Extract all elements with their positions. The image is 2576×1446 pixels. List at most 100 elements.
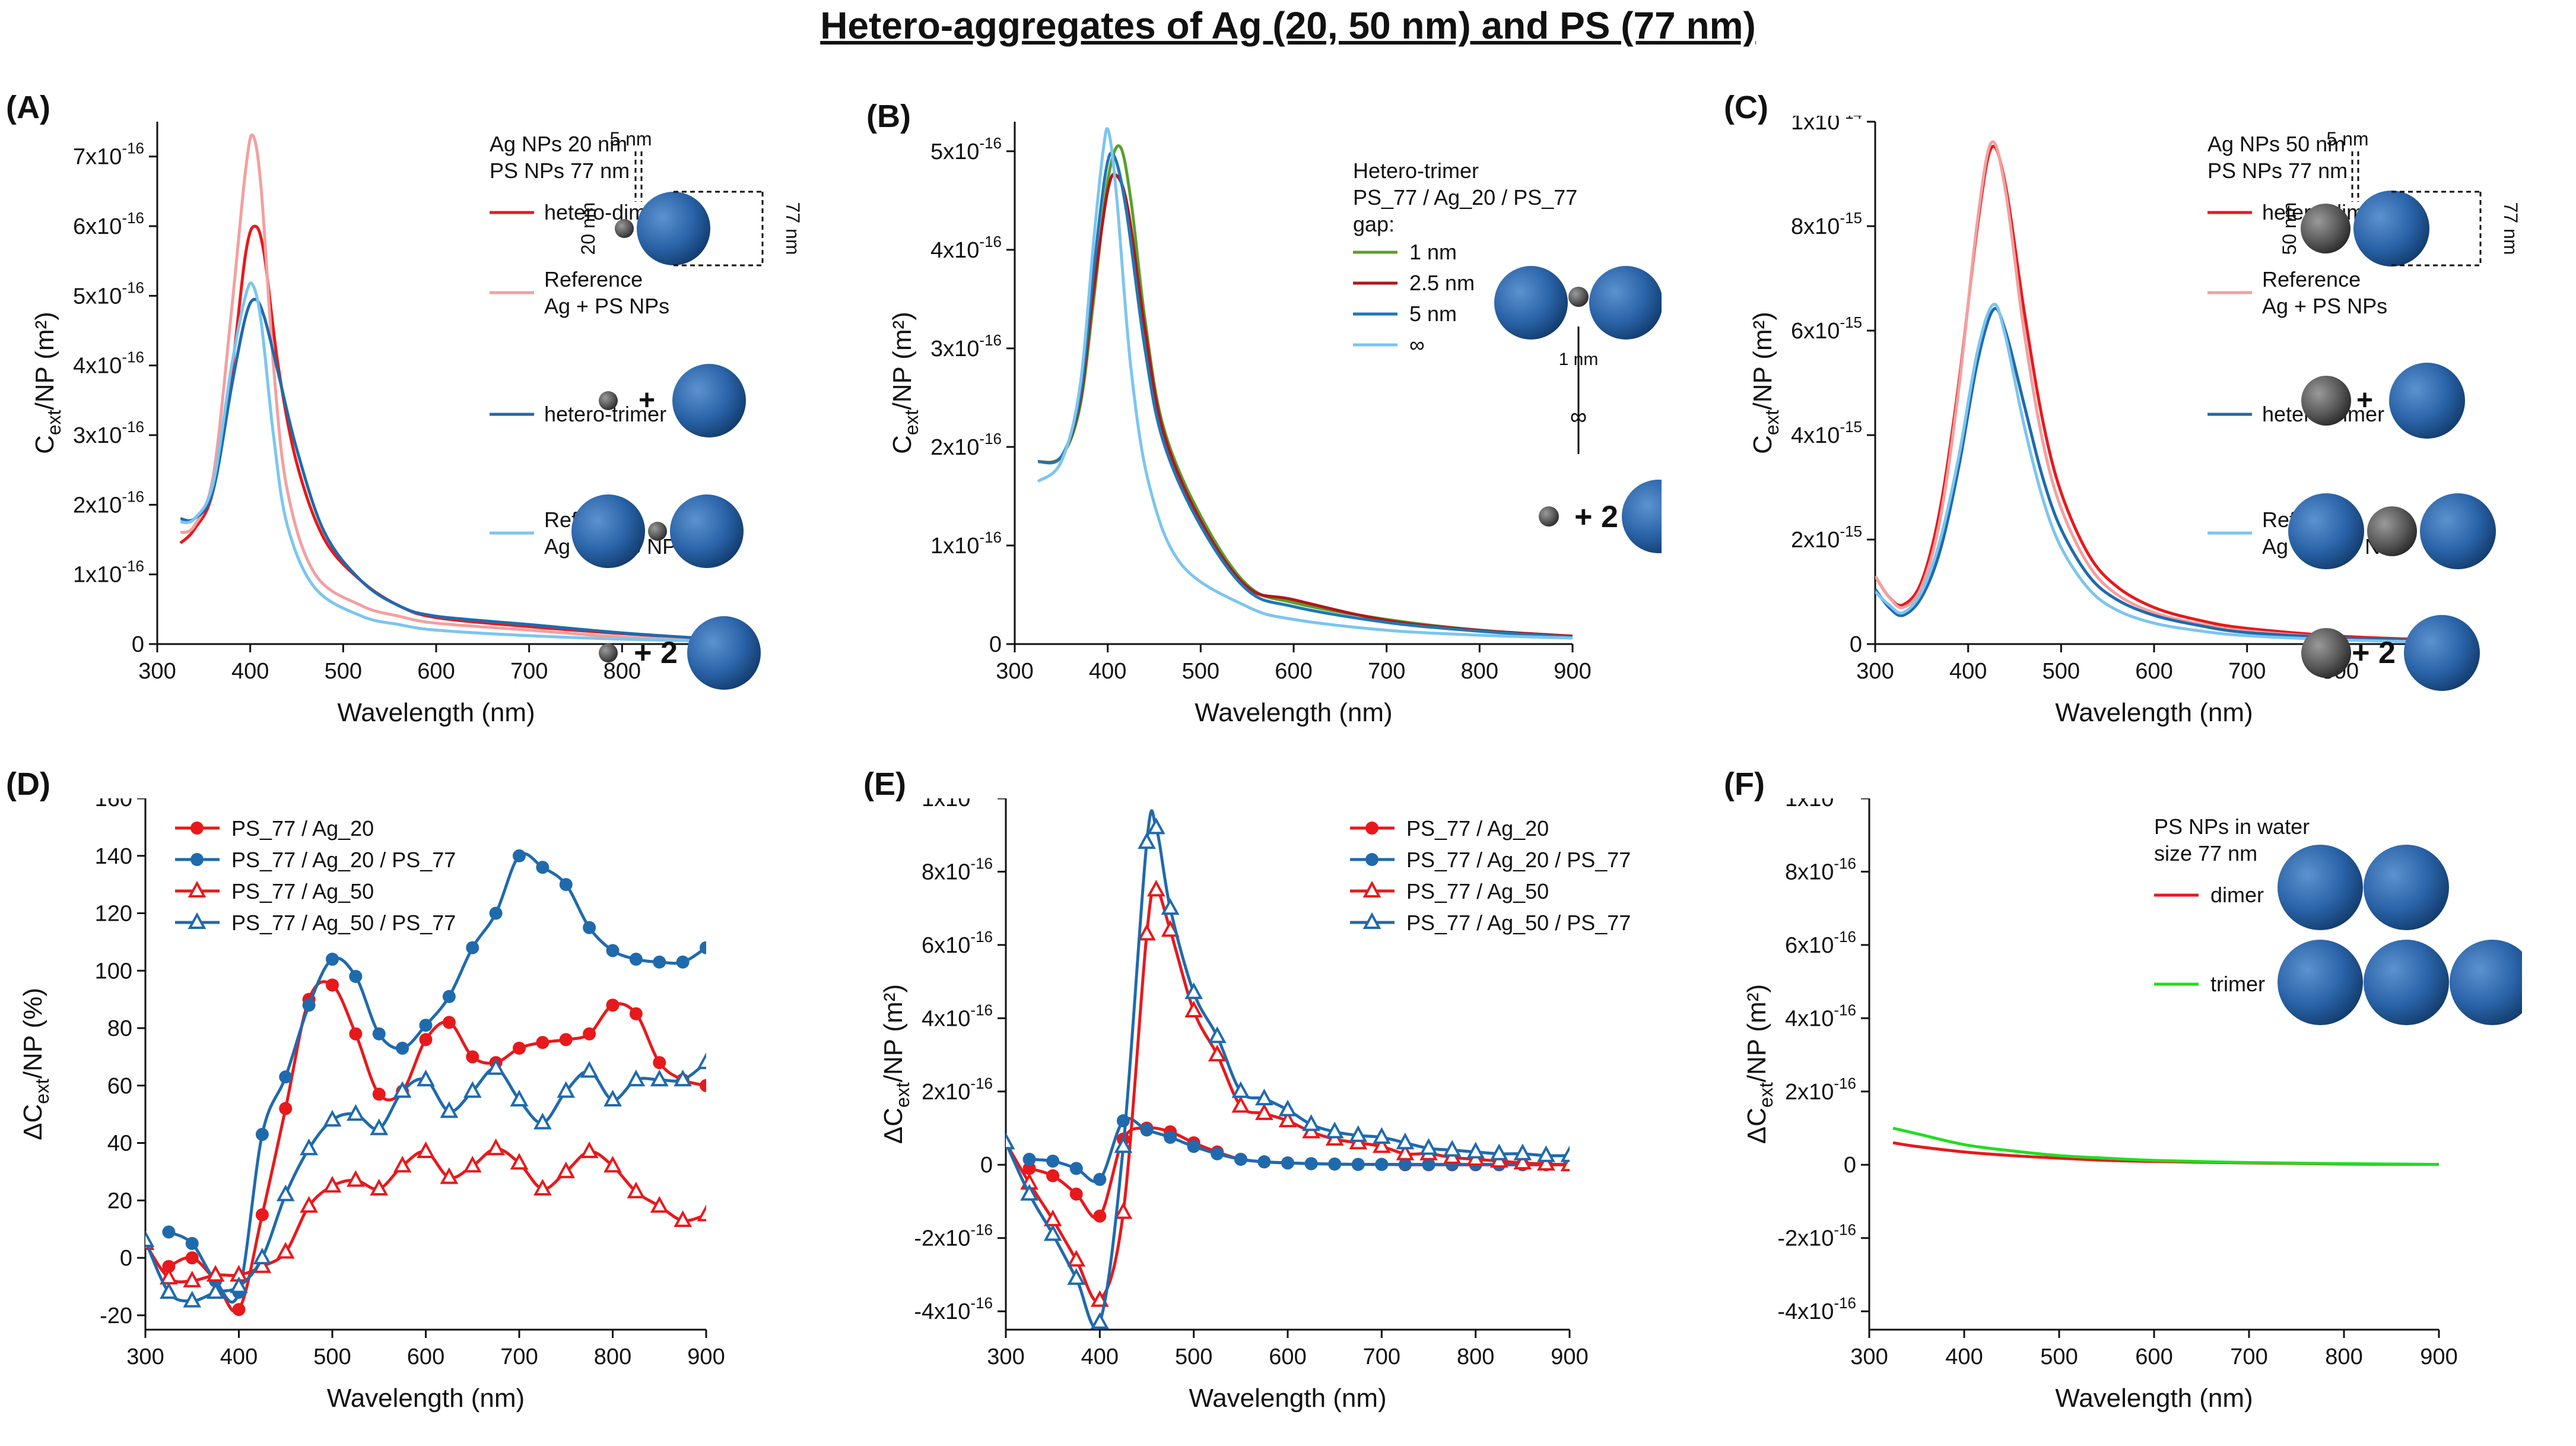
data-point (1537, 1145, 1555, 1162)
plot-area (1006, 809, 1570, 1330)
data-point (583, 921, 596, 934)
data-point (279, 1102, 293, 1115)
data-point (603, 1089, 622, 1106)
data-point (487, 1058, 505, 1075)
data-point (1537, 1153, 1555, 1171)
annotation-text: + (639, 385, 655, 416)
data-point (349, 1027, 363, 1041)
series-line (168, 980, 706, 1314)
data-point (627, 1069, 646, 1087)
x-tick-label: 700 (2230, 1344, 2267, 1369)
data-point (1114, 1136, 1133, 1153)
sphere-icon (2353, 191, 2429, 267)
data-point (559, 1033, 573, 1047)
y-tick-label: 6x10-15 (1791, 313, 1862, 344)
y-tick-label: 2x10-16 (73, 487, 144, 518)
x-axis-label: Wavelength (nm) (1189, 1384, 1386, 1413)
data-point (1208, 1026, 1227, 1044)
x-tick-label: 500 (2040, 1344, 2078, 1369)
data-point (1146, 880, 1165, 897)
sphere-icon (2364, 940, 2449, 1025)
x-tick-label: 700 (1363, 1344, 1400, 1369)
data-point (440, 1101, 459, 1118)
y-tick-label: 5x10-16 (930, 134, 1002, 164)
sphere-icon (670, 494, 744, 568)
data-point (674, 1210, 692, 1228)
data-point (557, 1081, 576, 1098)
data-point (1234, 1152, 1247, 1166)
panel-label: (D) (6, 766, 50, 802)
data-point (1281, 1156, 1294, 1170)
data-point (417, 1069, 435, 1087)
y-tick-label: 1x10-14 (1791, 116, 1862, 135)
annotation-text: PS_77 / Ag_20 / PS_77 (1353, 185, 1577, 210)
series-line (180, 281, 715, 643)
x-tick-label: 900 (1551, 1344, 1588, 1369)
annotation-text: 20 nm (577, 202, 599, 255)
data-point (1046, 1155, 1060, 1168)
data-point (1046, 1169, 1060, 1182)
data-point (1466, 1141, 1485, 1159)
y-tick-label: -4x10-16 (914, 1294, 993, 1324)
sphere-icon (1539, 506, 1559, 527)
y-tick-label: 2x10-16 (1785, 1074, 1856, 1105)
data-point (463, 1156, 482, 1173)
data-point (1513, 1143, 1532, 1160)
annotation-text: 50 nm (2279, 202, 2300, 255)
annotation-text: PS NPs 77 nm (2207, 158, 2348, 183)
data-point (393, 1156, 412, 1173)
x-tick-label: 700 (2228, 659, 2266, 684)
series-line (145, 1061, 706, 1303)
data-point (1419, 1138, 1438, 1155)
sphere-icon (1622, 480, 1662, 553)
data-point (674, 1069, 692, 1087)
data-point (629, 1007, 643, 1020)
y-tick-label: 3x10-16 (930, 331, 1002, 362)
annotation-text: 5 nm (609, 128, 652, 150)
plot-area (1037, 127, 1573, 640)
annotation-text: 1 nm (1559, 350, 1599, 369)
data-point (1325, 1121, 1344, 1139)
y-tick-label: -20 (100, 1304, 132, 1328)
data-point (1114, 1202, 1133, 1219)
plot-area (145, 849, 706, 1317)
legend-label: PS_77 / Ag_20 / PS_77 (1406, 848, 1631, 872)
data-point (676, 955, 690, 969)
chart-panel: 30040050060070080090002x10-154x10-156x10… (1748, 116, 2521, 727)
data-point (255, 1128, 269, 1141)
data-point (1022, 1152, 1036, 1166)
x-tick-label: 500 (2043, 659, 2080, 684)
sphere-icon (599, 643, 618, 662)
series-line (1037, 127, 1573, 640)
sphere-icon (2301, 628, 2351, 678)
data-point (442, 990, 456, 1003)
sphere-icon (672, 364, 746, 437)
data-point (1375, 1158, 1389, 1171)
data-point (1351, 1158, 1365, 1171)
data-point (700, 941, 706, 955)
series-line (145, 1147, 706, 1284)
x-tick-label: 300 (1856, 659, 1894, 684)
y-tick-label: -2x10-16 (1777, 1221, 1856, 1251)
legend-marker (1365, 853, 1378, 866)
data-point (206, 1264, 225, 1282)
data-point (1372, 1127, 1391, 1144)
sphere-icon (571, 494, 645, 568)
data-point (326, 978, 339, 992)
data-point (347, 1103, 365, 1121)
sphere-icon (599, 391, 618, 410)
data-point (370, 1118, 389, 1136)
panel-label: (C) (1724, 90, 1768, 125)
data-point (536, 861, 549, 874)
data-point (349, 969, 363, 983)
data-point (606, 944, 620, 957)
data-point (1020, 1184, 1038, 1201)
y-tick-label: 0 (989, 632, 1002, 657)
x-tick-label: 400 (1945, 1344, 1983, 1369)
data-point (1138, 832, 1156, 849)
data-point (1349, 1125, 1368, 1142)
x-tick-label: 800 (1457, 1344, 1494, 1369)
series-line (1875, 303, 2433, 643)
y-tick-label: 2x10-15 (1791, 522, 1862, 553)
x-tick-label: 700 (510, 659, 548, 684)
